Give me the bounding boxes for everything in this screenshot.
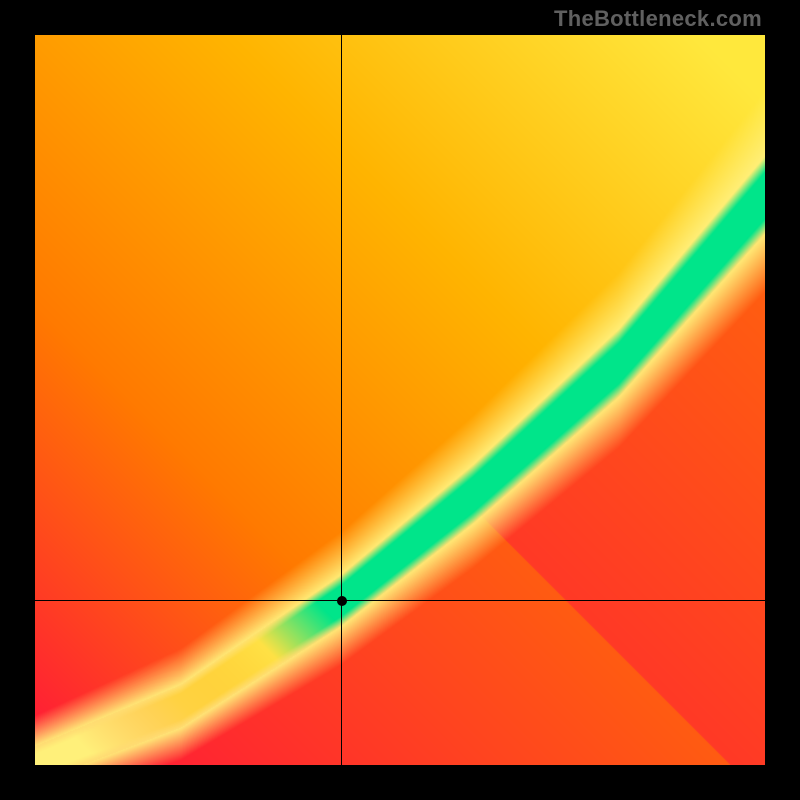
crosshair-vertical	[341, 35, 342, 765]
heatmap-canvas	[35, 35, 765, 765]
marker-dot	[337, 596, 347, 606]
outer-frame: TheBottleneck.com	[0, 0, 800, 800]
watermark-text: TheBottleneck.com	[554, 6, 762, 32]
plot-area	[35, 35, 765, 765]
crosshair-horizontal	[35, 600, 765, 601]
